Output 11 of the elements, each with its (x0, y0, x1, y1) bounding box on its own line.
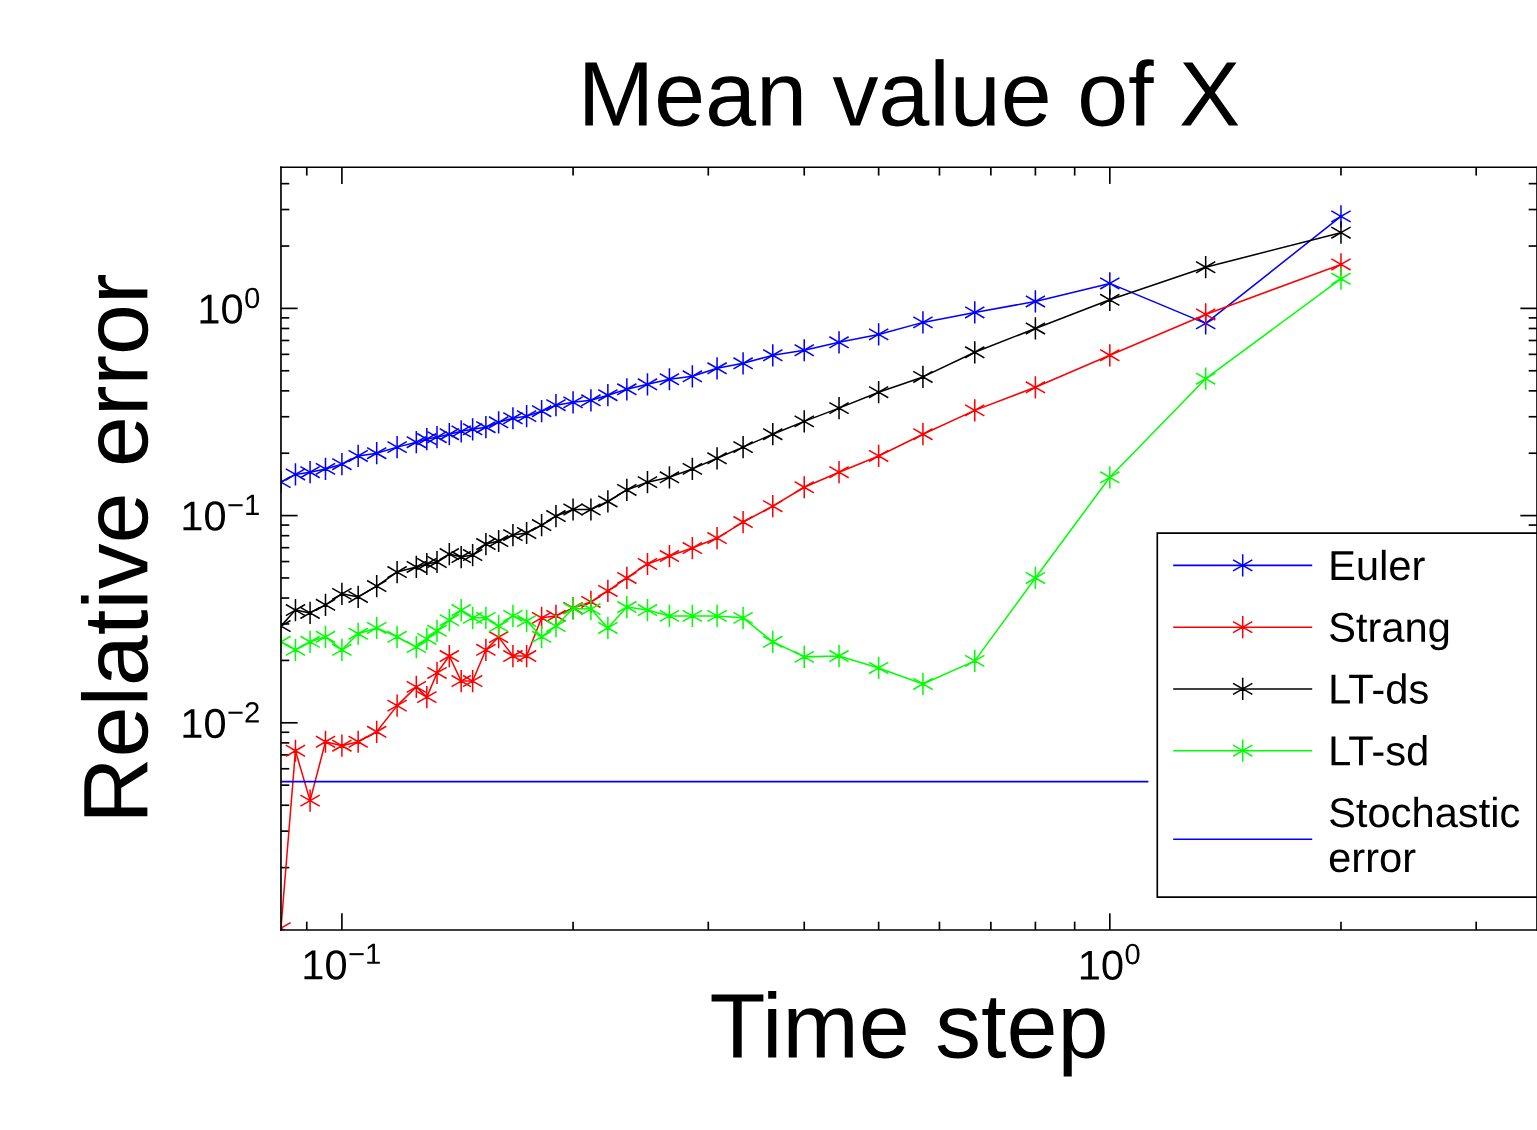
legend-label: LT-sd (1331, 735, 1427, 766)
legend-label: Strang (1330, 612, 1449, 651)
y-axis-title: Relative error (80, 275, 149, 817)
x-axis-title: Time step (711, 991, 1105, 1077)
chart-title: Mean value of X (585, 59, 1239, 127)
legend-label: Stochastic error (1329, 796, 1520, 873)
legend-label: Euler (1331, 549, 1425, 581)
y-tick-label: 10$^{−2}$ (183, 702, 259, 739)
y-tick-label: 10$^{0}$ (200, 287, 260, 324)
legend-label: LT-ds (1331, 673, 1428, 704)
y-tick-label: 10$^{−1}$ (183, 494, 259, 531)
